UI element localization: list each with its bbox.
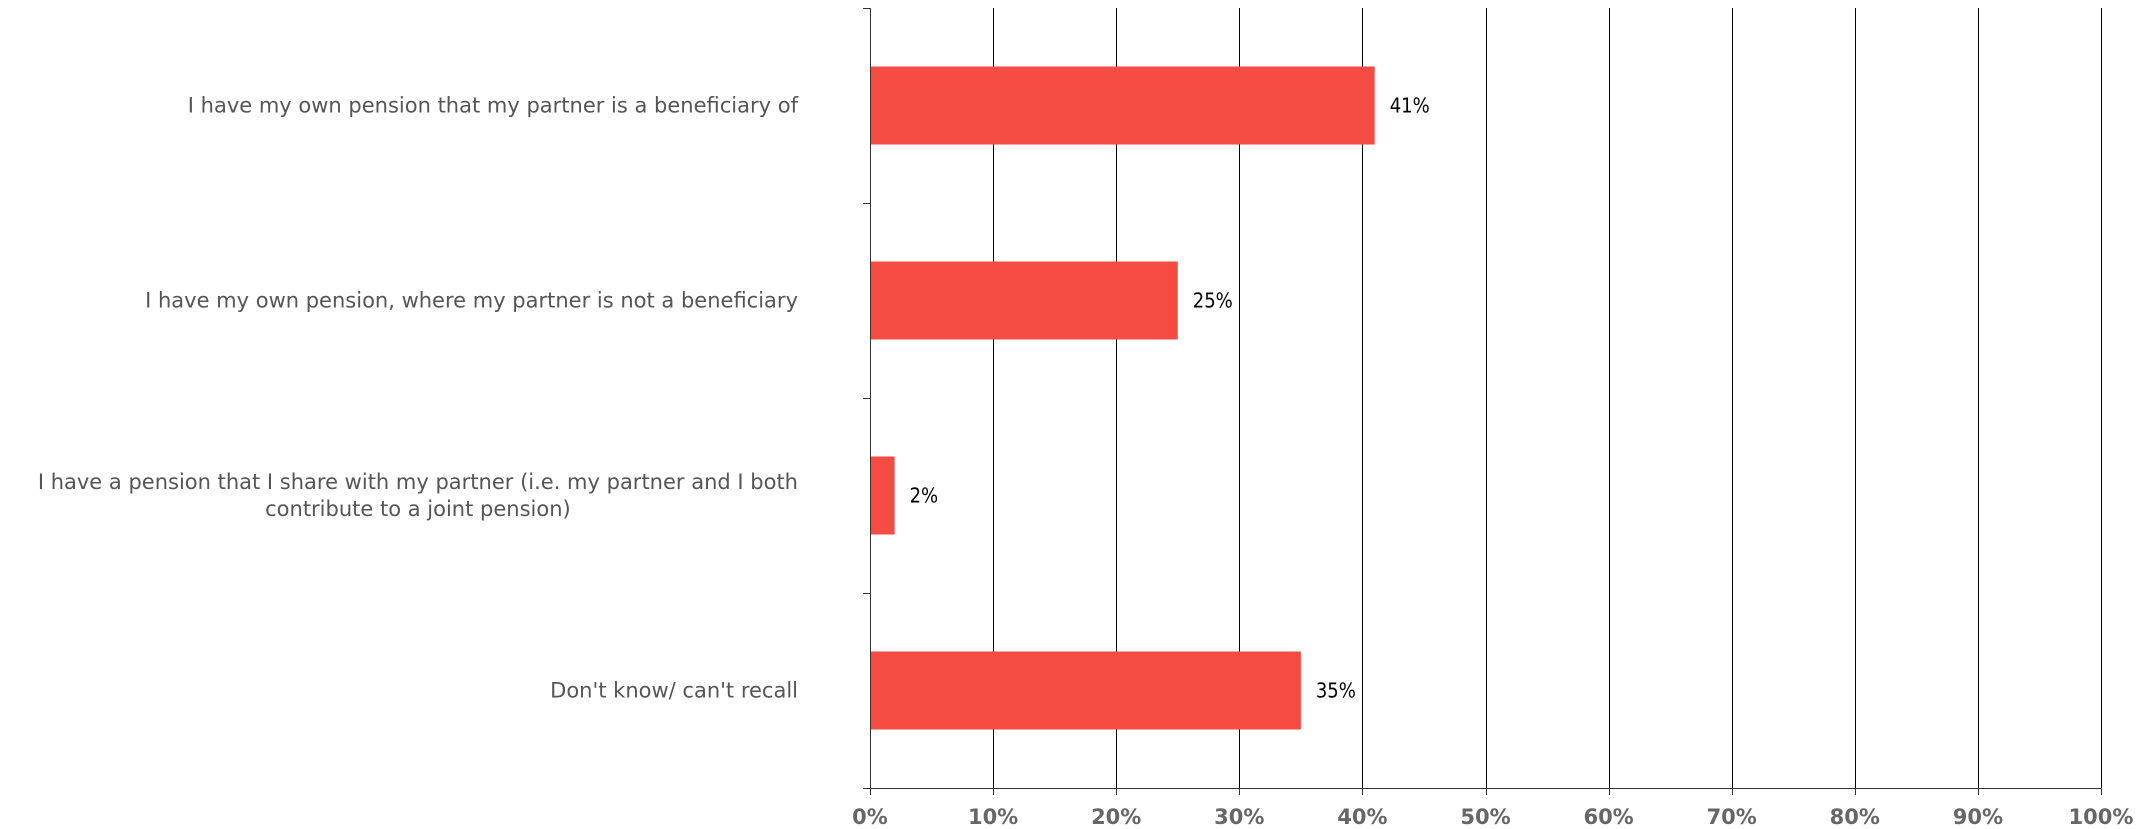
x-tick-label-70: 70% [1707, 805, 1757, 829]
x-tick-label-10: 10% [968, 805, 1018, 829]
data-label-1: 41% [1390, 94, 1430, 118]
category-label-3-line-1: I have a pension that I share with my pa… [38, 470, 798, 494]
category-label-1: I have my own pension that my partner is… [188, 94, 799, 118]
x-tick-label-20: 20% [1091, 805, 1141, 829]
x-tick-label-50: 50% [1460, 805, 1510, 829]
data-label-4: 35% [1316, 679, 1356, 703]
category-label-3-line-2: contribute to a joint pension) [265, 497, 571, 521]
x-tick-label-80: 80% [1830, 805, 1880, 829]
x-tick-label-60: 60% [1583, 805, 1633, 829]
axes [863, 8, 2102, 795]
x-tick-label-40: 40% [1337, 805, 1387, 829]
category-labels: I have my own pension that my partner is… [38, 94, 799, 703]
x-tick-labels: 0% 10% 20% 30% 40% 50% 60% 70% 80% 90% 100% [852, 805, 2133, 829]
x-tick-label-100: 100% [2069, 805, 2134, 829]
category-label-4: Don't know/ can't recall [550, 679, 798, 703]
x-tick-label-0: 0% [852, 805, 888, 829]
bar-4 [870, 651, 1301, 730]
category-label-3: I have a pension that I share with my pa… [38, 470, 798, 521]
bars [870, 66, 1375, 730]
data-labels: 41% 25% 2% 35% [910, 94, 1430, 703]
data-label-3: 2% [910, 484, 939, 508]
category-label-2: I have my own pension, where my partner … [145, 289, 798, 313]
bar-3 [870, 456, 895, 535]
data-label-2: 25% [1193, 289, 1233, 313]
x-tick-label-90: 90% [1953, 805, 2003, 829]
bar-2 [870, 261, 1178, 340]
bar-1 [870, 66, 1375, 145]
x-tick-label-30: 30% [1214, 805, 1264, 829]
